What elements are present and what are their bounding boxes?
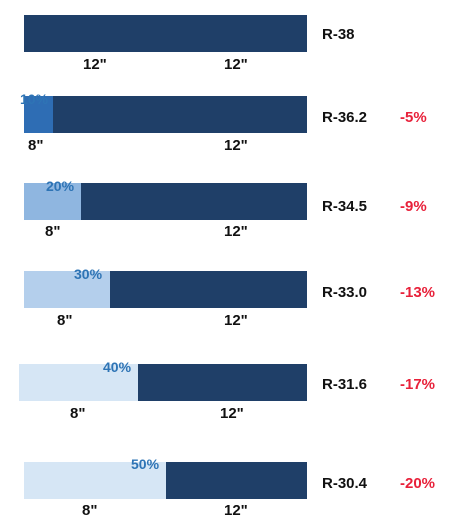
change-percent-label: -20% bbox=[400, 475, 436, 492]
insulation-row-1: 12" 12" R-38 bbox=[0, 0, 468, 80]
depth-label-reduced: 8" bbox=[57, 312, 73, 329]
depth-label-reduced: 8" bbox=[70, 405, 86, 422]
r-value-label: R-38 bbox=[322, 26, 355, 43]
r-value-label: R-34.5 bbox=[322, 198, 368, 215]
insulation-row-4: 30% 8" 12" R-33.0 -13% bbox=[0, 0, 468, 329]
bar-full-depth bbox=[110, 271, 307, 308]
bar-full-depth bbox=[166, 462, 307, 499]
depth-label-left: 12" bbox=[83, 56, 107, 73]
depth-label-reduced: 8" bbox=[82, 502, 98, 519]
depth-label-full: 12" bbox=[220, 405, 244, 422]
depth-label-right: 12" bbox=[224, 56, 248, 73]
bar-full-depth bbox=[138, 364, 307, 401]
bar-reduced-depth bbox=[24, 271, 110, 308]
bar-reduced-depth bbox=[24, 183, 81, 220]
depth-label-full: 12" bbox=[224, 312, 248, 329]
insulation-row-3: 20% 8" 12" R-34.5 -9% bbox=[0, 0, 468, 240]
percent-reduced-label: 40% bbox=[103, 359, 132, 375]
depth-label-full: 12" bbox=[224, 223, 248, 240]
r-value-label: R-36.2 bbox=[322, 109, 368, 126]
change-percent-label: -17% bbox=[400, 376, 436, 393]
r-value-label: R-33.0 bbox=[322, 284, 368, 301]
bar-reduced-depth bbox=[24, 96, 53, 133]
depth-label-full: 12" bbox=[224, 137, 248, 154]
change-percent-label: -9% bbox=[400, 198, 427, 215]
insulation-row-5: 40% 8" 12" R-31.6 -17% bbox=[0, 0, 468, 422]
r-value-label: R-31.6 bbox=[322, 376, 368, 393]
depth-label-full: 12" bbox=[224, 502, 248, 519]
bar-full-depth bbox=[81, 183, 307, 220]
depth-label-reduced: 8" bbox=[45, 223, 61, 240]
percent-reduced-label: 20% bbox=[46, 178, 75, 194]
percent-reduced-label: 10% bbox=[20, 91, 49, 107]
percent-reduced-label: 50% bbox=[131, 456, 160, 472]
bar-reduced-depth bbox=[24, 462, 166, 499]
bar-full-depth bbox=[53, 96, 307, 133]
r-value-label: R-30.4 bbox=[322, 475, 368, 492]
depth-label-reduced: 8" bbox=[28, 137, 44, 154]
bar-reduced-depth bbox=[19, 364, 138, 401]
change-percent-label: -13% bbox=[400, 284, 436, 301]
insulation-row-2: 10% 8" 12" R-36.2 -5% bbox=[0, 0, 468, 154]
bar-full-depth bbox=[24, 15, 307, 52]
change-percent-label: -5% bbox=[400, 109, 427, 126]
percent-reduced-label: 30% bbox=[74, 266, 103, 282]
